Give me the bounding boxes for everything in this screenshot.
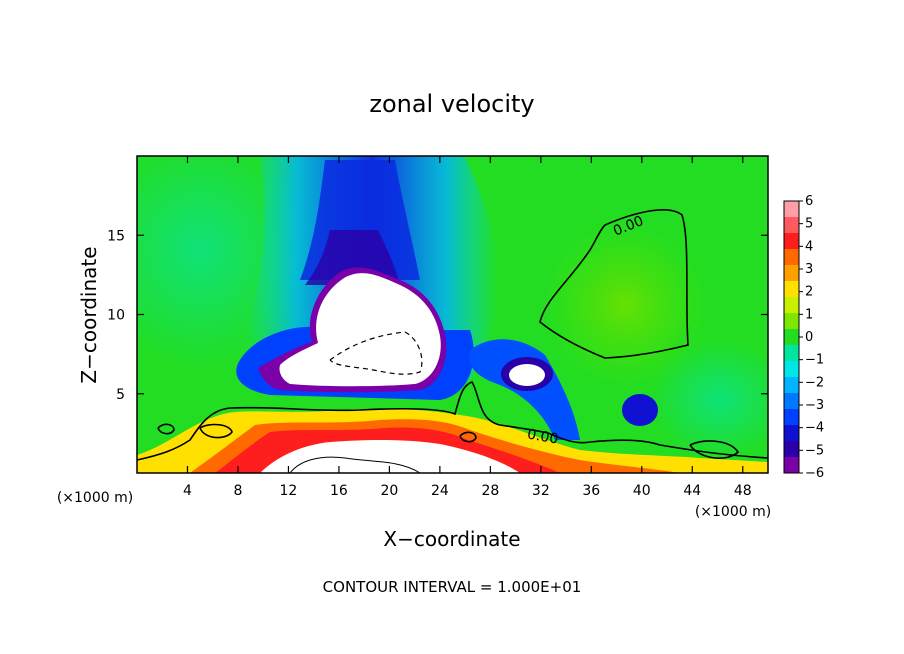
field-white-low [260,440,520,473]
colorbar-swatch [784,265,799,282]
y-tick-label: 5 [116,387,125,403]
x-tick-label: 32 [532,483,550,499]
colorbar-label: −6 [805,466,824,481]
contour-zero-blob-c [459,431,477,443]
colorbar-label: 2 [805,285,813,300]
chart-title: zonal velocity [369,90,534,118]
x-tick-label: 24 [431,483,449,499]
colorbar-swatch [784,457,799,474]
x-tick-label: 12 [280,483,298,499]
colorbar-label: 4 [805,239,813,254]
colorbar-label: 6 [805,194,813,209]
contour-interval-note: CONTOUR INTERVAL = 1.000E+01 [323,578,582,596]
contour-label-lower: 0.00 [526,426,559,447]
colorbar: 6 5 4 3 2 1 0 −1 −2 −3 −4 −5 −6 [783,194,824,481]
x-unit-note-right: (×1000 m) [695,504,771,520]
colorbar-label: 5 [805,217,813,232]
colorbar-swatch [784,329,799,346]
x-unit-note-left: (×1000 m) [57,490,133,506]
colorbar-label: −1 [805,353,824,368]
contour-positive-thin [289,456,421,474]
colorbar-swatch [784,441,799,458]
x-tick-label: 44 [683,483,701,499]
contour-zero-blob-a [157,423,175,435]
colorbar-label: −2 [805,375,824,390]
x-tick-label: 48 [734,483,752,499]
field-green-east [530,210,720,400]
colorbar-swatch [784,393,799,410]
x-tick-label: 20 [380,483,398,499]
colorbar-swatch [784,297,799,314]
y-axis-label: Z−coordinate [77,246,101,383]
field-blue-spot-far-east [622,394,658,426]
colorbar-swatch [784,361,799,378]
x-tick-label: 28 [481,483,499,499]
x-tick-label: 4 [183,483,192,499]
colorbar-swatch [784,249,799,266]
x-axis: 4 8 12 16 20 24 28 32 36 40 44 48 [183,156,752,499]
colorbar-label: 3 [805,262,813,277]
colorbar-label: −4 [805,421,824,436]
contour-negative-dashed [329,331,423,375]
contour-zero-blob-b [199,423,233,439]
x-tick-label: 16 [330,483,348,499]
colorbar-swatch [784,217,799,234]
colorbar-label: −3 [805,398,824,413]
colorbar-swatch [784,313,799,330]
colorbar-swatch [784,345,799,362]
colorbar-swatch [784,233,799,250]
y-tick-label: 15 [107,228,125,244]
x-tick-label: 40 [633,483,651,499]
contour-zero-east [539,209,689,359]
contour-lines [136,209,769,474]
x-axis-label: X−coordinate [383,527,520,551]
contour-zero-blob-d [689,440,740,459]
y-tick-label: 10 [107,308,125,324]
colorbar-swatch [784,281,799,298]
field-white-core-inner [279,273,441,387]
colorbar-swatch [784,409,799,426]
contour-zero-low [136,381,769,461]
y-axis: 5 10 15 [107,228,768,403]
x-tick-label: 8 [233,483,242,499]
colorbar-swatch [784,201,799,218]
colorbar-swatch [784,425,799,442]
plot-area [137,156,768,473]
field-white-spot-east [509,364,545,386]
colorbar-label: −5 [805,443,824,458]
x-tick-label: 36 [582,483,600,499]
colorbar-swatch [784,377,799,394]
colorbar-label: 1 [805,307,813,322]
colorbar-label: 0 [805,330,813,345]
